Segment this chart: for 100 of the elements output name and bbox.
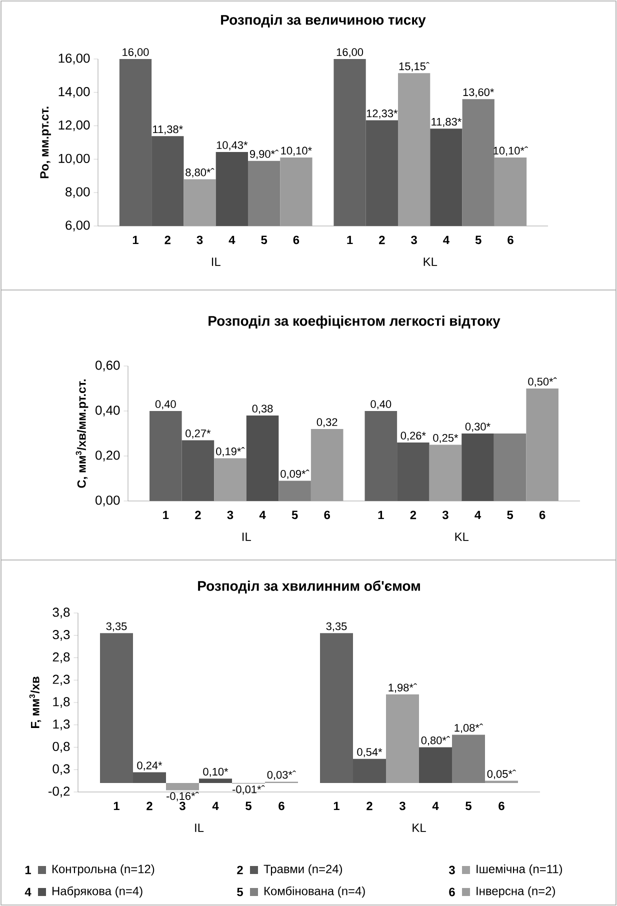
text: 6 xyxy=(278,802,284,810)
data-label: 0,40 xyxy=(370,400,392,410)
data-label: 10,10*ˆ xyxy=(494,146,528,156)
data-label: 0,30* xyxy=(465,422,490,432)
text: 3 xyxy=(179,802,186,810)
data-label: 0,25* xyxy=(433,434,458,444)
data-label: 0,26* xyxy=(400,432,426,441)
legend-label: Набрякова (n=4) xyxy=(52,886,142,898)
y-tick-label: 0,40 xyxy=(96,406,120,416)
x-tick-label: KL xyxy=(455,532,469,541)
y-tick-label: 0,20 xyxy=(96,450,120,462)
text: 1 xyxy=(378,510,384,520)
text: 4 xyxy=(259,510,266,520)
text: 6 xyxy=(449,888,455,896)
y-tick-label: 10,00 xyxy=(58,154,90,165)
data-label: 0,27* xyxy=(186,430,211,439)
legend-label: Травми (n=24) xyxy=(264,864,342,876)
text: 6 xyxy=(293,236,300,244)
chart-title: Розподіл за величиною тиску xyxy=(221,14,426,28)
text: 2 xyxy=(379,236,385,244)
y-axis-title: F, мм$^{3}$/хв xyxy=(29,676,42,728)
data-label: 8,80*ˆ xyxy=(186,168,214,178)
bar xyxy=(429,444,462,501)
y-tick-label: 2,3 xyxy=(52,674,70,686)
x-tick-label: IL xyxy=(242,532,251,541)
text: 3 xyxy=(448,866,455,874)
text: 4 xyxy=(474,510,482,520)
bar xyxy=(214,458,246,501)
text: 6 xyxy=(324,510,330,520)
data-label: 3,35 xyxy=(106,622,127,632)
y-tick-label: 3,8 xyxy=(52,608,70,618)
data-label: -0,01*ˆ xyxy=(232,785,265,795)
text: 5 xyxy=(246,802,252,810)
data-label: 1,08*ˆ xyxy=(454,724,484,734)
x-tick-label: KL xyxy=(424,258,438,266)
y-tick-label: 3,3 xyxy=(52,630,70,641)
x-tick-label: IL xyxy=(212,258,220,266)
y-tick-label: 2,8 xyxy=(52,652,70,664)
data-label: 0,40 xyxy=(155,400,176,410)
bar xyxy=(419,747,452,784)
x-tick-label: IL xyxy=(195,824,204,832)
x-tick-label: KL xyxy=(412,824,426,832)
data-label: 16,00 xyxy=(122,48,149,58)
y-tick-label: 0,60 xyxy=(96,360,120,372)
data-label: 11,83* xyxy=(432,118,462,127)
bar xyxy=(310,428,344,501)
y-tick-label: 0,8 xyxy=(52,742,70,753)
data-label: 0,24* xyxy=(137,762,162,771)
y-axis-title: Po, мм.рт.ст. xyxy=(40,106,51,178)
data-label: 0,38 xyxy=(252,404,273,414)
text: 6 xyxy=(539,510,546,520)
text: 1 xyxy=(334,802,340,810)
text: 1 xyxy=(25,866,31,874)
text: 2 xyxy=(237,866,243,874)
bar xyxy=(386,694,419,784)
legend-label: Інверсна (n=2) xyxy=(476,886,555,898)
text: 1 xyxy=(347,236,353,244)
bar xyxy=(246,415,279,501)
text: 5 xyxy=(237,888,243,896)
y-tick-label: -0,2 xyxy=(48,786,70,798)
data-label: 0,10* xyxy=(203,768,228,777)
text: 1 xyxy=(163,510,169,520)
text: 3 xyxy=(227,510,234,520)
data-label: 10,10* xyxy=(281,146,312,156)
bar xyxy=(166,783,199,790)
y-tick-label: 14,00 xyxy=(58,87,90,98)
y-tick-label: 12,00 xyxy=(58,120,90,132)
data-label: -0,16*ˆ xyxy=(166,792,199,802)
legend-label: Комбінована (n=4) xyxy=(264,886,365,898)
text: 4 xyxy=(24,888,32,896)
y-tick-label: 16,00 xyxy=(58,54,90,64)
chart-title: Розподіл за коефіцієнтом легкості відтоку xyxy=(208,316,500,329)
legend-label: Контрольна (n=12) xyxy=(52,864,154,876)
data-label: 15,15ˆ xyxy=(399,62,430,72)
y-axis-title: C, мм$^{3}$/хв/мм.рт.ст. xyxy=(76,379,88,488)
text: 5 xyxy=(475,236,482,244)
y-tick-label: 1,3 xyxy=(53,720,70,730)
data-label: 12,33* xyxy=(366,110,398,119)
text: 3 xyxy=(196,236,203,244)
text: 2 xyxy=(164,236,170,244)
text: 2 xyxy=(410,510,416,520)
text: 3 xyxy=(411,236,417,244)
data-label: 0,80*ˆ xyxy=(421,736,450,746)
y-tick-label: 0,00 xyxy=(96,496,120,506)
text: 1 xyxy=(114,802,120,810)
data-label: 16,00 xyxy=(336,48,364,58)
data-label: 3,35 xyxy=(326,622,347,632)
data-label: 0,05*ˆ xyxy=(487,770,516,780)
data-label: 10,43* xyxy=(216,141,248,150)
text: 4 xyxy=(443,236,450,244)
text: 5 xyxy=(466,802,472,810)
y-tick-label: 0,3 xyxy=(52,764,70,775)
text: 1 xyxy=(132,236,138,244)
text: 2 xyxy=(195,510,201,520)
text: 6 xyxy=(498,802,504,810)
data-label: 0,54* xyxy=(357,748,382,758)
text: 5 xyxy=(261,236,268,244)
text: 4 xyxy=(228,236,236,244)
text: 2 xyxy=(146,802,152,810)
data-label: 0,32 xyxy=(316,418,338,428)
